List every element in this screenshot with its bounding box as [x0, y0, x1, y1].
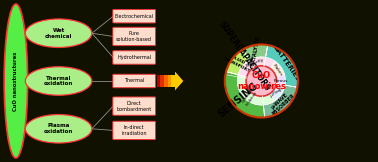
Text: CuO nanostructures: CuO nanostructures: [13, 51, 19, 111]
Polygon shape: [243, 44, 268, 60]
FancyBboxPatch shape: [113, 27, 156, 46]
Polygon shape: [226, 49, 249, 75]
Text: Hydrothermal: Hydrothermal: [117, 55, 151, 60]
Polygon shape: [175, 72, 183, 90]
FancyBboxPatch shape: [113, 10, 156, 23]
Circle shape: [25, 115, 92, 143]
Text: BATTERIES: BATTERIES: [271, 44, 301, 83]
Bar: [164, 75, 168, 87]
Text: Butterfly: Butterfly: [245, 57, 264, 68]
Polygon shape: [225, 72, 265, 118]
Text: Corrosion
Inhibition: Corrosion Inhibition: [242, 88, 259, 107]
Bar: [168, 75, 172, 87]
Text: SUPERCAPACITORS: SUPERCAPACITORS: [217, 20, 271, 93]
Text: Porous: Porous: [274, 79, 288, 83]
Text: Wet
chemical: Wet chemical: [45, 28, 72, 39]
Text: SENSING: SENSING: [216, 81, 260, 120]
Polygon shape: [270, 85, 285, 101]
Bar: [161, 75, 164, 87]
Text: Electrochemical: Electrochemical: [115, 14, 154, 19]
Text: Pure
solution-based: Pure solution-based: [116, 31, 152, 42]
Text: Plasma
oxidation: Plasma oxidation: [44, 123, 73, 134]
Text: CATALYSIS: CATALYSIS: [251, 36, 261, 67]
Bar: [157, 75, 161, 87]
Polygon shape: [263, 85, 297, 117]
Circle shape: [25, 19, 92, 47]
Text: FLUID
TRANSPORT: FLUID TRANSPORT: [222, 52, 253, 73]
FancyBboxPatch shape: [113, 51, 156, 64]
Polygon shape: [238, 57, 275, 77]
Polygon shape: [276, 75, 285, 87]
FancyBboxPatch shape: [113, 97, 156, 115]
Text: In-direct
irradiation: In-direct irradiation: [121, 125, 147, 136]
FancyBboxPatch shape: [113, 121, 156, 139]
Text: Flakes: Flakes: [272, 63, 283, 76]
Text: Thermal
oxidation: Thermal oxidation: [44, 76, 73, 86]
Polygon shape: [270, 61, 285, 77]
Text: Direct
bombardment: Direct bombardment: [116, 101, 152, 111]
Polygon shape: [265, 45, 298, 87]
Polygon shape: [237, 75, 275, 105]
Text: CuO
nanowires: CuO nanowires: [237, 71, 286, 91]
Circle shape: [25, 67, 92, 95]
Ellipse shape: [4, 4, 28, 158]
Ellipse shape: [246, 66, 277, 96]
Polygon shape: [225, 44, 268, 77]
Text: µ-Flags: µ-Flags: [270, 86, 285, 98]
Text: Thermal: Thermal: [124, 79, 144, 83]
Bar: [171, 75, 175, 87]
FancyBboxPatch shape: [113, 74, 156, 88]
Text: µ-WAVE
ABSORBER: µ-WAVE ABSORBER: [268, 89, 297, 117]
